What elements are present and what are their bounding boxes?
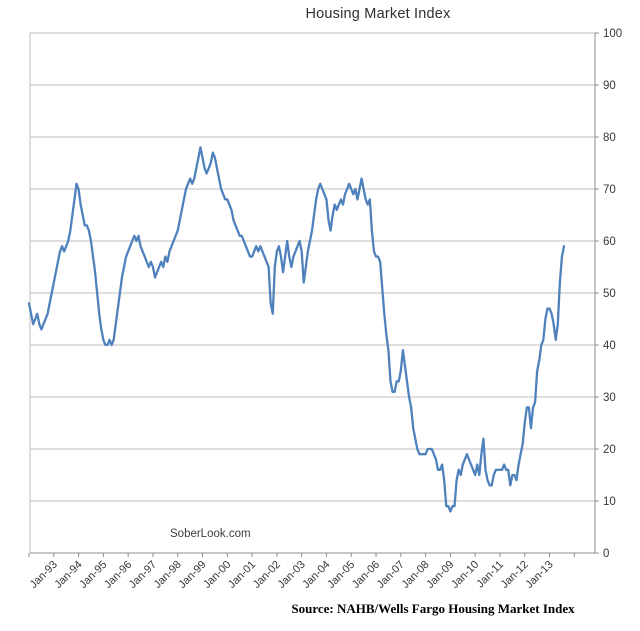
y-axis-tick-label: 10 [603,496,616,508]
y-axis-tick-label: 0 [603,548,609,560]
y-axis-tick-label: 80 [603,132,616,144]
y-axis-tick-label: 60 [603,236,616,248]
source-note: Source: NAHB/Wells Fargo Housing Market … [291,601,575,616]
y-axis-tick-label: 90 [603,80,616,92]
y-axis-tick-label: 30 [603,392,616,404]
watermark-text: SoberLook.com [170,528,251,540]
hmi-line-series [27,146,566,513]
y-axis-tick-label: 50 [603,288,616,300]
y-axis-tick-label: 20 [603,444,616,456]
y-axis-tick-label: 70 [603,184,616,196]
chart-title: Housing Market Index [305,6,451,22]
y-axis-tick-label: 100 [603,28,622,40]
x-axis-tick-label: Jan-10 [449,559,481,591]
y-axis-tick-label: 40 [603,340,616,352]
x-axis-tick-label: Jan-13 [523,559,555,591]
